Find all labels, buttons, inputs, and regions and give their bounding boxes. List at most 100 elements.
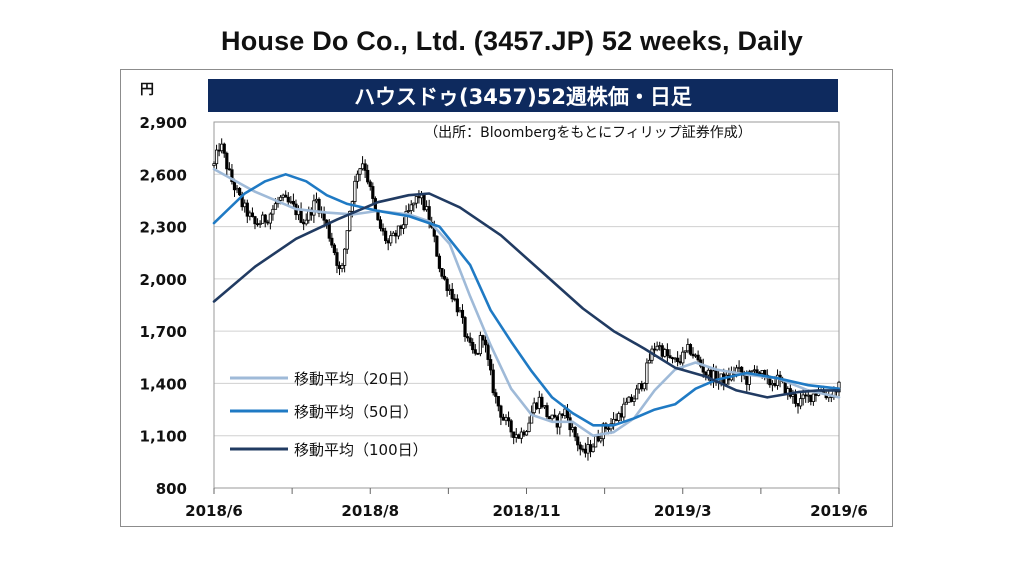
y-tick-label: 2,900: [140, 114, 187, 132]
candle: [586, 437, 590, 461]
candle: [576, 433, 580, 452]
candle: [225, 151, 229, 175]
candle: [547, 416, 552, 420]
candle: [501, 413, 506, 421]
candle: [476, 352, 480, 355]
candle: [478, 331, 482, 357]
candle: [489, 354, 493, 376]
candle: [665, 343, 669, 363]
candle: [335, 248, 339, 274]
x-tick-label: 2018/8: [341, 502, 399, 520]
candle: [268, 212, 272, 230]
candle: [435, 235, 439, 257]
candle: [573, 426, 577, 442]
candle: [635, 384, 639, 400]
candle: [471, 338, 475, 354]
candle: [266, 219, 270, 226]
candle: [512, 431, 516, 445]
page-title: House Do Co., Ltd. (3457.JP) 52 weeks, D…: [221, 26, 803, 56]
candle: [696, 350, 700, 364]
candle: [583, 442, 588, 458]
candle: [440, 267, 444, 279]
y-tick-label: 800: [156, 480, 187, 498]
x-tick-label: 2019/6: [810, 502, 868, 520]
candle: [360, 156, 365, 171]
candle: [455, 294, 459, 317]
candle: [555, 415, 559, 435]
candle: [217, 143, 221, 157]
x-tick-label: 2018/6: [185, 502, 243, 520]
candle: [332, 243, 336, 256]
candle: [519, 427, 523, 444]
candle: [417, 190, 421, 204]
candle: [553, 408, 557, 419]
candle: [222, 142, 226, 158]
candle: [673, 357, 677, 363]
candle: [647, 353, 652, 364]
candle: [535, 401, 539, 411]
candle: [386, 238, 390, 251]
candle: [568, 413, 572, 437]
candle: [337, 261, 342, 276]
chart-frame: [120, 69, 893, 527]
candle: [453, 293, 457, 302]
candle: [565, 403, 570, 422]
candle: [532, 397, 536, 416]
candle: [371, 182, 375, 204]
candle: [409, 200, 413, 216]
chart-title-banner: [208, 79, 838, 112]
candle: [693, 353, 698, 358]
candle: [614, 413, 618, 422]
x-axis-ticks: 2018/6 2018/8 2018/11 2019/3 2019/6: [185, 488, 868, 520]
ma50-line: [212, 173, 841, 427]
candle: [358, 167, 362, 182]
candle: [317, 197, 321, 218]
candle: [504, 414, 508, 426]
candle: [660, 343, 664, 359]
candle: [330, 232, 334, 248]
candle: [299, 202, 303, 224]
candle: [527, 416, 531, 433]
candle: [494, 388, 498, 404]
candle: [355, 170, 360, 189]
source-note: （出所：Bloombergをもとにフィリップ証券作成）: [424, 125, 752, 141]
candle: [809, 394, 813, 406]
y-axis-ticks: 800 1,100 1,400 1,700 2,000 2,300 2,600 2,900: [140, 114, 187, 498]
candle: [632, 395, 636, 406]
candle: [560, 413, 564, 419]
candle: [798, 392, 803, 410]
candle: [302, 218, 306, 231]
candle: [309, 207, 313, 221]
candle: [658, 341, 662, 351]
candle: [245, 199, 249, 224]
candle: [699, 356, 703, 369]
y-tick-label: 1,100: [140, 428, 187, 446]
candle: [399, 224, 403, 236]
ma20-line: [212, 167, 841, 438]
x-tick-label: 2019/3: [654, 502, 712, 520]
candle: [396, 225, 401, 240]
candle: [401, 217, 406, 235]
candle: [363, 159, 367, 179]
candle: [642, 382, 646, 392]
candle: [545, 402, 549, 420]
candle: [670, 356, 675, 364]
candle: [629, 394, 634, 403]
candle: [770, 380, 775, 392]
candle: [289, 195, 293, 205]
candle: [235, 185, 239, 194]
candle: [814, 393, 818, 402]
candle: [345, 230, 349, 254]
candle: [238, 186, 242, 197]
legend-label-ma20: 移動平均（20日）: [294, 370, 418, 388]
y-tick-label: 2,300: [140, 219, 187, 237]
candle: [732, 366, 736, 382]
candle: [353, 175, 357, 205]
candle: [312, 194, 316, 223]
candle: [683, 350, 687, 360]
candlesticks: [212, 138, 841, 461]
candle: [514, 428, 518, 443]
ma100-line: [212, 192, 841, 399]
candle: [524, 430, 529, 436]
